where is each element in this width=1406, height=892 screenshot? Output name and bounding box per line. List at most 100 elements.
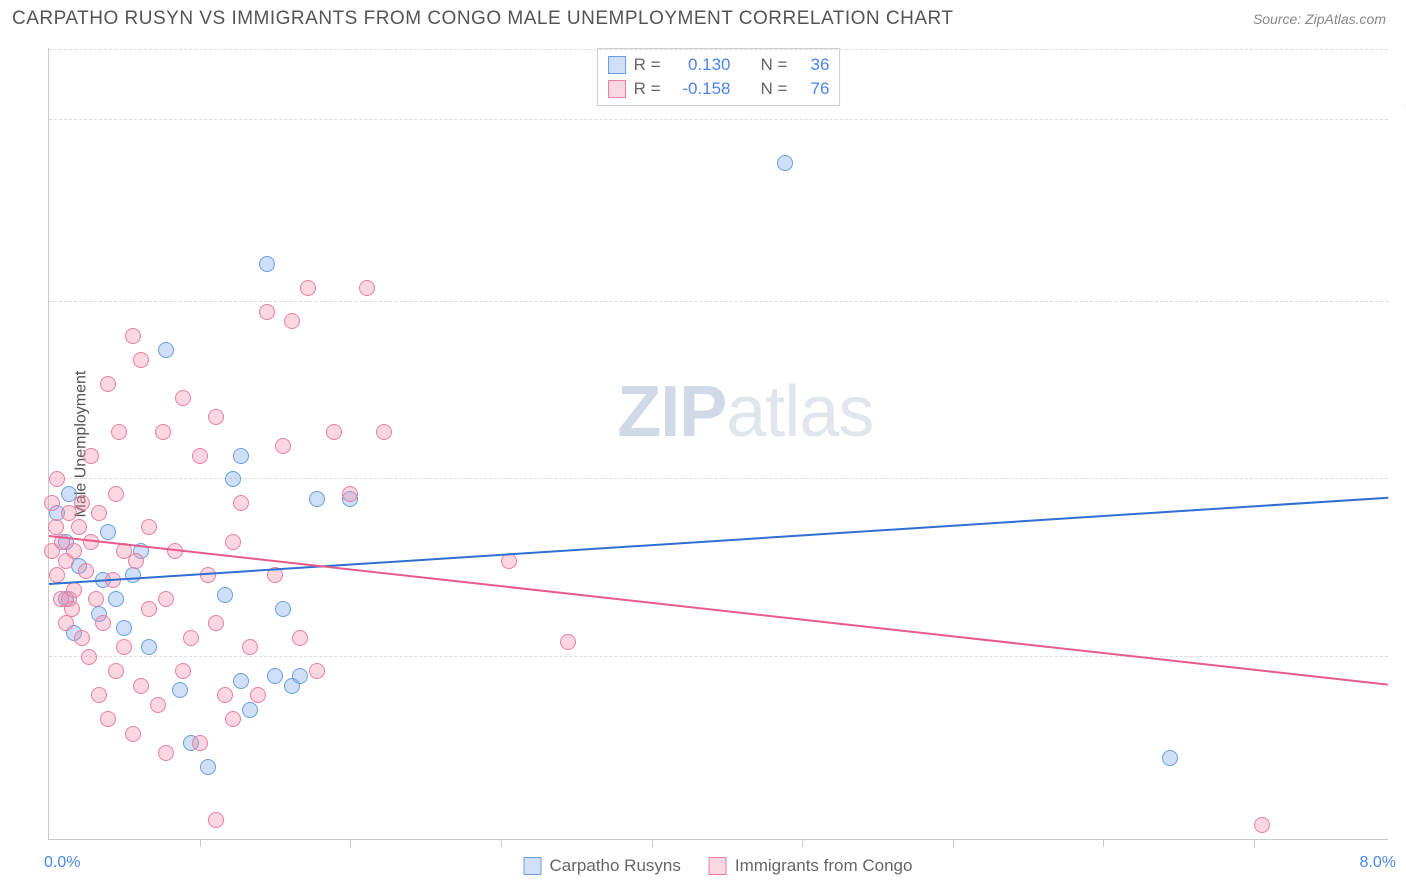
data-point bbox=[292, 630, 308, 646]
x-axis-max-label: 8.0% bbox=[1360, 854, 1396, 872]
data-point bbox=[560, 634, 576, 650]
n-value: 76 bbox=[795, 79, 829, 99]
data-point bbox=[208, 812, 224, 828]
data-point bbox=[158, 591, 174, 607]
data-point bbox=[111, 424, 127, 440]
x-tick bbox=[802, 839, 803, 847]
data-point bbox=[208, 615, 224, 631]
data-point bbox=[66, 543, 82, 559]
gridline bbox=[49, 119, 1388, 120]
data-point bbox=[175, 663, 191, 679]
x-tick bbox=[501, 839, 502, 847]
data-point bbox=[100, 376, 116, 392]
data-point bbox=[200, 567, 216, 583]
data-point bbox=[91, 505, 107, 521]
data-point bbox=[125, 567, 141, 583]
data-point bbox=[133, 352, 149, 368]
data-point bbox=[233, 495, 249, 511]
legend-series: Carpatho Rusyns Immigrants from Congo bbox=[524, 856, 913, 876]
data-point bbox=[74, 495, 90, 511]
data-point bbox=[208, 409, 224, 425]
data-point bbox=[155, 424, 171, 440]
data-point bbox=[91, 687, 107, 703]
data-point bbox=[300, 280, 316, 296]
data-point bbox=[217, 587, 233, 603]
data-point bbox=[125, 726, 141, 742]
data-point bbox=[275, 601, 291, 617]
data-point bbox=[359, 280, 375, 296]
data-point bbox=[78, 563, 94, 579]
x-axis-min-label: 0.0% bbox=[44, 854, 80, 872]
legend-swatch bbox=[524, 857, 542, 875]
data-point bbox=[250, 687, 266, 703]
data-point bbox=[217, 687, 233, 703]
data-point bbox=[1162, 750, 1178, 766]
data-point bbox=[242, 639, 258, 655]
gridline bbox=[49, 656, 1388, 657]
data-point bbox=[158, 342, 174, 358]
legend-label: Immigrants from Congo bbox=[735, 856, 913, 876]
data-point bbox=[376, 424, 392, 440]
trend-line bbox=[49, 535, 1388, 686]
x-tick bbox=[953, 839, 954, 847]
data-point bbox=[233, 673, 249, 689]
data-point bbox=[777, 155, 793, 171]
data-point bbox=[200, 759, 216, 775]
r-value: 0.130 bbox=[669, 55, 731, 75]
legend-stats: R = 0.130 N = 36R = -0.158 N = 76 bbox=[597, 48, 841, 106]
data-point bbox=[192, 735, 208, 751]
data-point bbox=[64, 601, 80, 617]
n-value: 36 bbox=[795, 55, 829, 75]
data-point bbox=[88, 591, 104, 607]
gridline bbox=[49, 478, 1388, 479]
data-point bbox=[225, 711, 241, 727]
data-point bbox=[83, 448, 99, 464]
data-point bbox=[133, 678, 149, 694]
legend-label: Carpatho Rusyns bbox=[550, 856, 681, 876]
data-point bbox=[108, 591, 124, 607]
data-point bbox=[284, 313, 300, 329]
data-point bbox=[74, 630, 90, 646]
x-tick bbox=[1254, 839, 1255, 847]
data-point bbox=[242, 702, 258, 718]
page-title: CARPATHO RUSYN VS IMMIGRANTS FROM CONGO … bbox=[12, 8, 954, 30]
data-point bbox=[141, 519, 157, 535]
data-point bbox=[58, 615, 74, 631]
data-point bbox=[49, 471, 65, 487]
legend-swatch bbox=[608, 56, 626, 74]
r-label: R = bbox=[634, 79, 661, 99]
r-value: -0.158 bbox=[669, 79, 731, 99]
legend-stat-row: R = -0.158 N = 76 bbox=[608, 77, 830, 101]
data-point bbox=[259, 256, 275, 272]
data-point bbox=[225, 534, 241, 550]
data-point bbox=[172, 682, 188, 698]
data-point bbox=[95, 615, 111, 631]
data-point bbox=[125, 328, 141, 344]
data-point bbox=[275, 438, 291, 454]
data-point bbox=[66, 582, 82, 598]
source-attribution: Source: ZipAtlas.com bbox=[1253, 11, 1386, 27]
data-point bbox=[225, 471, 241, 487]
watermark: ZIPatlas bbox=[617, 371, 873, 453]
data-point bbox=[81, 649, 97, 665]
data-point bbox=[49, 567, 65, 583]
legend-swatch bbox=[608, 80, 626, 98]
data-point bbox=[108, 663, 124, 679]
data-point bbox=[192, 448, 208, 464]
r-label: R = bbox=[634, 55, 661, 75]
data-point bbox=[1254, 817, 1270, 833]
x-tick bbox=[350, 839, 351, 847]
data-point bbox=[116, 639, 132, 655]
data-point bbox=[175, 390, 191, 406]
data-point bbox=[233, 448, 249, 464]
data-point bbox=[309, 491, 325, 507]
data-point bbox=[116, 620, 132, 636]
n-label: N = bbox=[761, 79, 788, 99]
data-point bbox=[141, 601, 157, 617]
data-point bbox=[141, 639, 157, 655]
data-point bbox=[183, 630, 199, 646]
trend-line bbox=[49, 497, 1388, 585]
data-point bbox=[71, 519, 87, 535]
data-point bbox=[44, 495, 60, 511]
data-point bbox=[326, 424, 342, 440]
